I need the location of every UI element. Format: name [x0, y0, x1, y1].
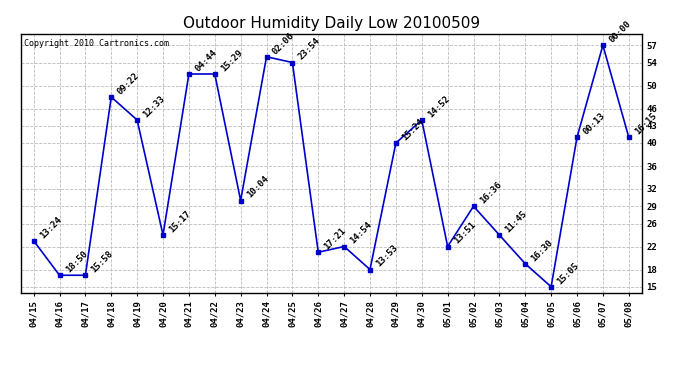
Text: 16:36: 16:36 [477, 180, 503, 206]
Text: 15:17: 15:17 [167, 209, 193, 234]
Text: 14:52: 14:52 [426, 94, 451, 119]
Text: 15:58: 15:58 [90, 249, 115, 274]
Text: 00:00: 00:00 [607, 19, 633, 45]
Text: 10:04: 10:04 [245, 174, 270, 200]
Title: Outdoor Humidity Daily Low 20100509: Outdoor Humidity Daily Low 20100509 [183, 16, 480, 31]
Text: 04:44: 04:44 [193, 48, 219, 73]
Text: 16:15: 16:15 [633, 111, 658, 136]
Text: 12:33: 12:33 [141, 94, 167, 119]
Text: 02:06: 02:06 [270, 31, 296, 56]
Text: 15:29: 15:29 [219, 48, 244, 73]
Text: Copyright 2010 Cartronics.com: Copyright 2010 Cartronics.com [23, 39, 169, 48]
Text: 13:51: 13:51 [452, 220, 477, 246]
Text: 11:45: 11:45 [504, 209, 529, 234]
Text: 13:53: 13:53 [374, 243, 400, 269]
Text: 00:13: 00:13 [581, 111, 607, 136]
Text: 13:24: 13:24 [38, 214, 63, 240]
Text: 17:21: 17:21 [322, 226, 348, 252]
Text: 14:54: 14:54 [348, 220, 374, 246]
Text: 16:30: 16:30 [529, 238, 555, 263]
Text: 23:54: 23:54 [297, 36, 322, 62]
Text: 15:05: 15:05 [555, 261, 581, 286]
Text: 18:50: 18:50 [63, 249, 89, 274]
Text: 09:22: 09:22 [115, 71, 141, 96]
Text: 15:24: 15:24 [400, 117, 426, 142]
